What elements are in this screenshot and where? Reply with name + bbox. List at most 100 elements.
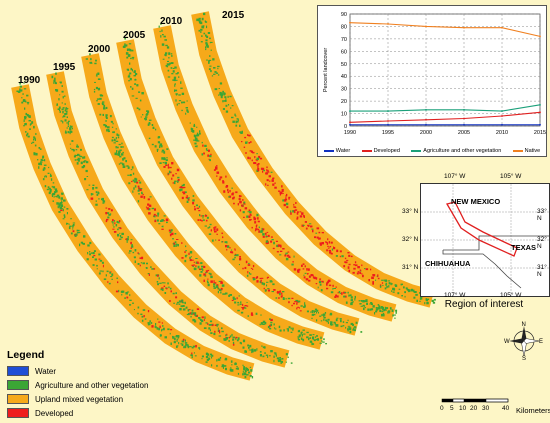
chart-legend-item-water: Water [323,148,350,154]
legend-swatch-water [7,366,29,376]
chart-point-0-0 [349,123,351,126]
chart-point-2-3 [463,108,465,111]
region-left-lat-1: 33° N [402,208,419,215]
chart-point-2-1 [387,110,389,112]
chart-ytick-label: 0 [344,124,347,130]
chart-ytick-label: 50 [341,62,347,68]
year-label-1995: 1995 [53,62,76,73]
chart-point-3-2 [425,25,427,28]
region-map-svg: NEW MEXICO TEXAS CHIHUAHUA [421,184,549,296]
chart-legend-item-native: Native [512,148,540,154]
chart-point-0-4 [501,123,503,126]
chart-ytick-label: 30 [341,87,347,93]
chart-ytick-label: 20 [341,99,347,105]
chart-legend-item-vegetation: Agriculture and other vegetation [411,148,501,154]
chart-legend-item-developed: Developed [361,148,400,154]
region-top-lon-1: 107° W [444,173,466,180]
region-bottom-lon-1: 107° W [444,292,466,299]
strip-landcover-2000 [85,53,327,346]
compass-e: E [539,339,543,345]
legend-swatch-vegetation [7,380,29,390]
region-map: NEW MEXICO TEXAS CHIHUAHUA [420,183,550,297]
chart-ytick-label: 90 [341,12,347,18]
strip-landcover-2010 [158,23,398,319]
region-right-lat-2: 32° N [537,236,547,250]
chart-ytick-label: 60 [341,49,347,55]
legend-item-water: Water [7,364,148,378]
legend-swatch-upland [7,394,29,404]
chart-point-1-2 [425,118,427,121]
legend-swatch-developed [7,408,29,418]
chart-point-1-5 [539,111,541,114]
region-bottom-lon-2: 105° W [500,292,522,299]
scale-tick-30: 30 [482,405,490,412]
region-caption: Region of interest [444,299,524,310]
chart-point-1-3 [463,117,465,120]
strip-landcover-2005 [122,38,363,334]
landcover-trend-chart: 0 10 20 30 40 50 60 70 80 90 1990 1995 2000 2005 2010 2… [317,5,547,157]
chart-point-1-0 [349,121,351,124]
scale-bar: 0 5 10 20 30 40 [440,398,510,412]
compass-n: N [522,322,526,328]
chart-ytick-label: 80 [341,24,347,30]
chart-legend: Water Developed Agriculture and other ve… [318,148,546,154]
scale-tick-0: 0 [440,405,444,412]
chart-point-0-2 [425,123,427,126]
chart-series-line-2 [350,104,541,112]
scale-tick-40: 40 [502,405,510,412]
chart-xtick-label: 2000 [420,130,432,136]
region-left-lat-3: 31° N [402,264,419,271]
chart-xtick-label: 2005 [458,130,470,136]
chihuahua-label: CHIHUAHUA [425,259,471,268]
chart-series-line-1 [349,111,541,123]
chart-ytick-label: 40 [341,74,347,80]
compass-s: S [522,356,526,360]
chart-point-0-1 [387,123,389,126]
chart-plot: 0 10 20 30 40 50 60 70 80 90 1990 1995 2000 2005 2010 2… [323,12,546,136]
mexico-border [442,250,522,289]
scale-tick-20: 20 [470,405,478,412]
chart-point-1-4 [501,115,503,117]
scale-unit: Kilometers [516,406,550,415]
map-legend: Legend Water Agriculture and other veget… [7,349,148,420]
year-label-2015: 2015 [222,10,245,21]
year-label-2005: 2005 [123,30,146,41]
chart-point-0-3 [463,123,465,126]
year-label-1990: 1990 [18,75,41,86]
scale-tick-10: 10 [459,405,467,412]
chart-point-1-1 [387,120,389,122]
legend-label-water: Water [35,366,57,376]
chart-xtick-label: 1995 [382,130,394,136]
scale-tick-5: 5 [450,405,454,412]
chart-xtick-label: 2010 [496,130,508,136]
region-right-lat-3: 31° N [537,264,547,278]
compass-w: W [504,339,510,345]
chart-point-3-0 [349,21,351,24]
chart-plot-area [349,13,541,127]
strip-landcover-1995 [51,72,293,364]
chart-ytick-label: 10 [341,112,347,118]
chart-series-line-3 [349,22,541,37]
new-mexico-label: NEW MEXICO [451,197,500,206]
texas-label: TEXAS [511,243,536,252]
chart-ytick-label: 70 [341,37,347,43]
chart-xtick-label: 1990 [344,130,356,136]
region-top-lon-2: 105° W [500,173,522,180]
chart-point-2-2 [425,108,427,111]
legend-item-vegetation: Agriculture and other vegetation [7,378,148,392]
legend-item-upland: Upland mixed vegetation [7,392,148,406]
chart-point-2-5 [539,103,541,106]
year-label-2010: 2010 [160,16,183,27]
chart-point-0-5 [539,123,541,126]
strip-landcover-1990 [16,82,254,379]
region-right-lat-1: 33° N [537,208,547,222]
nm-texas-border [443,235,549,251]
chart-point-3-3 [463,26,465,29]
legend-label-vegetation: Agriculture and other vegetation [35,380,149,390]
chart-point-2-0 [349,110,351,112]
study-region-outline [446,201,518,257]
legend-label-developed: Developed [35,408,74,418]
legend-title: Legend [7,349,45,361]
region-left-lat-2: 32° N [402,236,419,243]
